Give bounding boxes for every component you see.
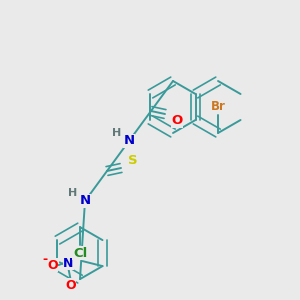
Text: N: N — [63, 256, 74, 270]
Text: O: O — [47, 259, 58, 272]
Text: H: H — [112, 128, 122, 138]
Text: Br: Br — [211, 100, 226, 113]
Text: O: O — [65, 279, 76, 292]
Text: N: N — [80, 194, 91, 208]
Text: H: H — [68, 188, 78, 198]
Text: N: N — [123, 134, 135, 148]
Text: S: S — [128, 154, 138, 167]
Text: +: + — [72, 253, 79, 262]
Text: -: - — [42, 253, 47, 266]
Text: O: O — [171, 115, 183, 128]
Text: Cl: Cl — [73, 247, 87, 260]
